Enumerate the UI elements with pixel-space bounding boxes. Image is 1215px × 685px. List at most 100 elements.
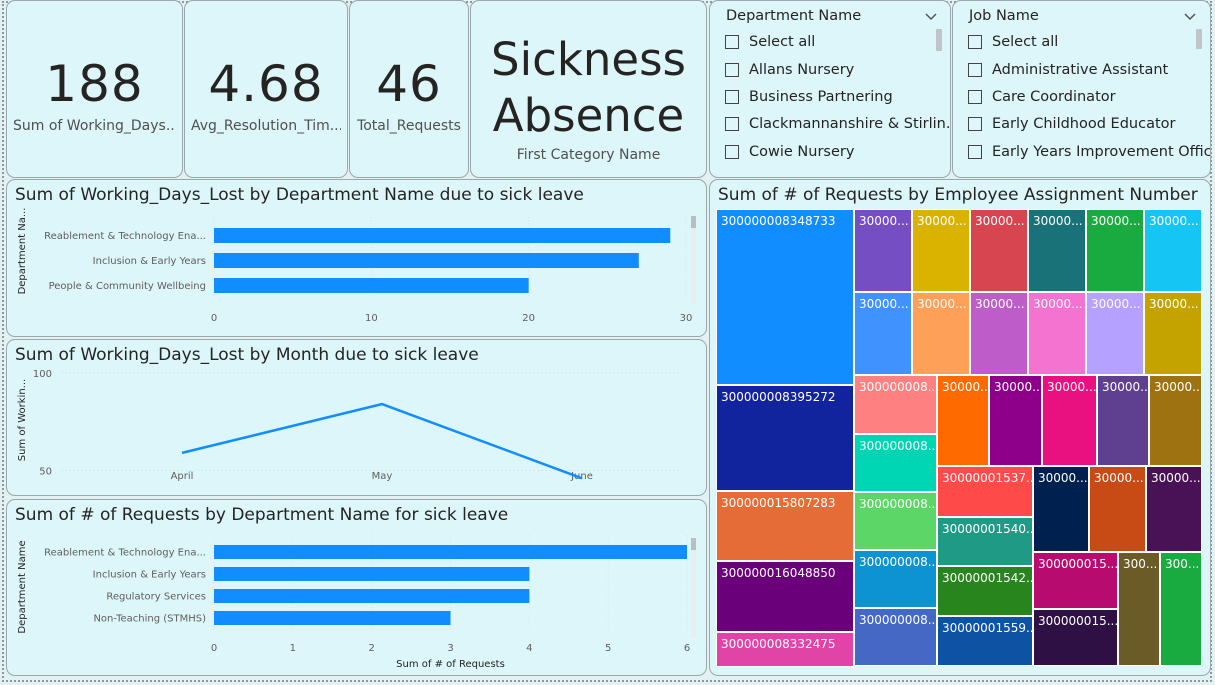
treemap-cell[interactable]: 30000... (1086, 292, 1144, 375)
slicer-scrollbar[interactable] (1196, 29, 1202, 49)
category-title-line1: Sickness (491, 33, 686, 86)
treemap-cell[interactable]: 300000015... (1033, 609, 1118, 666)
checkbox[interactable] (725, 35, 739, 49)
slicer-option[interactable]: Select all (725, 34, 815, 50)
checkbox[interactable] (968, 90, 982, 104)
treemap-cell[interactable]: 300000008332475 (716, 632, 854, 667)
treemap-cell[interactable]: 30000... (1042, 375, 1097, 466)
kpi-card-total-requests[interactable]: 46 Total_Requests (349, 0, 469, 178)
checkbox[interactable] (968, 145, 982, 159)
working-days-by-dept-svg: 0 10 20 30 Reablement & Technology Ena... Inc… (17, 208, 696, 324)
treemap-cell[interactable]: 300... (1118, 552, 1160, 666)
treemap-cell[interactable]: 30000... (1033, 466, 1089, 552)
x-tick-label: May (372, 471, 393, 482)
chevron-down-icon[interactable] (1183, 12, 1197, 22)
treemap-cell[interactable]: 30000... (1149, 375, 1202, 466)
scrollbar-thumb (691, 216, 696, 228)
x-tick-label: 5 (605, 643, 611, 654)
treemap-cell[interactable]: 300000008395272 (716, 385, 854, 491)
bar (214, 589, 530, 603)
bar (214, 611, 451, 625)
y-tick-label: 50 (39, 466, 52, 477)
slicer-option[interactable]: Select all (968, 34, 1058, 50)
x-tick-label: 1 (290, 643, 296, 654)
treemap-cell[interactable]: 30000... (989, 375, 1042, 466)
job-slicer: Job Name Select all Administrative Assis… (952, 0, 1211, 178)
bar (214, 567, 530, 581)
chevron-down-icon[interactable] (924, 12, 938, 22)
treemap-cell[interactable]: 30000... (854, 209, 912, 292)
checkbox[interactable] (725, 63, 739, 77)
slicer-option[interactable]: Administrative Assistant (968, 62, 1168, 78)
treemap-cell[interactable]: 30000... (912, 292, 970, 375)
treemap-cell[interactable]: 300000016048850 (716, 561, 854, 632)
kpi-value: 188 (45, 55, 144, 113)
kpi-card-working-days[interactable]: 188 Sum of Working_Days... (6, 0, 183, 178)
treemap-cell[interactable]: 30000... (970, 209, 1028, 292)
requests-by-dept-svg: 0 1 2 3 4 5 6 Reablement & Technology Ena... Inc… (17, 535, 696, 670)
bar (214, 228, 671, 243)
slicer-option[interactable]: Early Years Improvement Officer (968, 144, 1210, 160)
kpi-card-resolution-time[interactable]: 4.68 Avg_Resolution_Tim... (184, 0, 348, 178)
checkbox[interactable] (725, 145, 739, 159)
working-days-by-month-svg: 50 100 April May June Sum of Workin... (17, 369, 682, 482)
slicer-option[interactable]: Cowie Nursery (725, 144, 854, 160)
x-tick-label: 0 (211, 643, 217, 654)
checkbox[interactable] (968, 117, 982, 131)
treemap-cell[interactable]: 30000... (1097, 375, 1149, 466)
slicer-option[interactable]: Business Partnering (725, 89, 893, 105)
scrollbar-track (691, 538, 696, 638)
requests-by-employee-treemap: Sum of # of Requests by Employee Assignm… (709, 179, 1211, 676)
treemap-cell[interactable]: 30000001542... (937, 566, 1033, 616)
treemap-cell[interactable]: 30000... (1089, 466, 1146, 552)
treemap-cell[interactable]: 300000008... (854, 550, 937, 608)
chart-title: Sum of # of Requests by Employee Assignm… (718, 185, 1198, 205)
x-tick-label: 30 (680, 313, 693, 324)
kpi-value: 4.68 (208, 55, 324, 113)
checkbox[interactable] (968, 63, 982, 77)
slicer-option[interactable]: Care Coordinator (968, 89, 1116, 105)
x-tick-label: 0 (211, 313, 217, 324)
checkbox[interactable] (725, 117, 739, 131)
treemap-cell[interactable]: 30000... (1146, 466, 1202, 552)
treemap-cell[interactable]: 300000008... (854, 492, 937, 550)
treemap-cell[interactable]: 30000... (1028, 209, 1086, 292)
y-tick-label: Regulatory Services (106, 592, 206, 603)
treemap-cell[interactable]: 30000... (1144, 209, 1202, 292)
treemap-cell[interactable]: 30000... (970, 292, 1028, 375)
treemap-cell[interactable]: 300000008... (854, 608, 937, 666)
department-slicer-title: Department Name (726, 8, 862, 24)
treemap-cell[interactable]: 300... (1160, 552, 1202, 666)
bar (214, 545, 687, 559)
y-tick-label: Inclusion & Early Years (93, 256, 206, 267)
category-title-line2: Absence (492, 89, 685, 142)
checkbox[interactable] (968, 35, 982, 49)
treemap-cell[interactable]: 30000001559... (937, 616, 1033, 666)
treemap-cell[interactable]: 30000... (854, 292, 912, 375)
series-line (181, 402, 583, 480)
slicer-option[interactable]: Clackmannanshire & Stirlin... (725, 116, 950, 132)
treemap-cell[interactable]: 300000015... (1033, 552, 1118, 609)
treemap-cell[interactable]: 30000... (1086, 209, 1144, 292)
checkbox[interactable] (725, 90, 739, 104)
treemap-cell[interactable]: 30000... (1144, 292, 1202, 375)
category-title-card[interactable]: Sickness Absence First Category Name (470, 0, 707, 178)
treemap-cell[interactable]: 30000001540... (937, 517, 1033, 566)
treemap-cell[interactable]: 30000... (1028, 292, 1086, 375)
y-tick-label: Reablement & Technology Ena... (44, 548, 206, 559)
treemap-cell[interactable]: 300000008... (854, 375, 937, 434)
slicer-option[interactable]: Allans Nursery (725, 62, 854, 78)
y-tick-label: 100 (33, 369, 52, 380)
category-caption: First Category Name (516, 147, 661, 163)
treemap-cell[interactable]: 300000008348733 (716, 209, 854, 385)
slicer-scrollbar[interactable] (936, 29, 942, 51)
chart-title: Sum of # of Requests by Department Name … (15, 505, 509, 525)
treemap-area: 300000008348733 30000... 30000... 30000... 3… (710, 180, 1210, 675)
treemap-cell[interactable]: 300000015807283 (716, 491, 854, 561)
treemap-cell[interactable]: 30000... (912, 209, 970, 292)
slicer-option[interactable]: Early Childhood Educator (968, 116, 1175, 132)
x-tick-label: 3 (447, 643, 453, 654)
treemap-cell[interactable]: 300000008... (854, 434, 937, 492)
treemap-cell[interactable]: 30000... (937, 375, 989, 466)
treemap-cell[interactable]: 30000001537... (937, 466, 1033, 517)
